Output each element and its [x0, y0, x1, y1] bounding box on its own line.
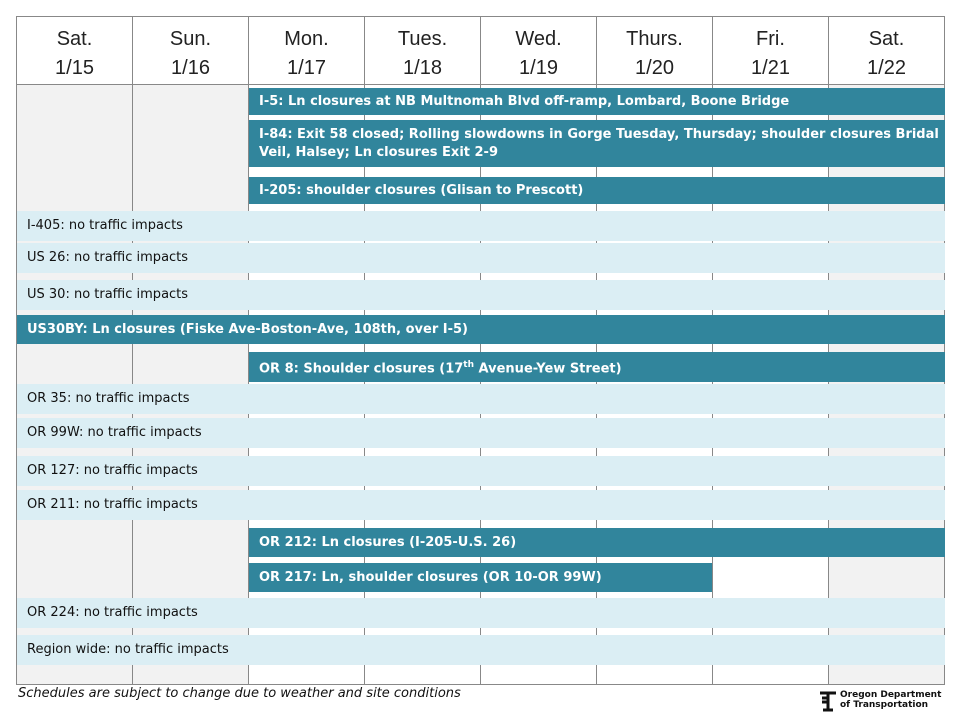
bar-label: OR 127: no traffic impacts: [27, 462, 198, 480]
bar-label: I-405: no traffic impacts: [27, 217, 183, 235]
bar-text: OR 212: Ln closures (I-205-U.S. 26): [259, 534, 517, 550]
schedule-bar: I-84: Exit 58 closed; Rolling slowdowns …: [249, 120, 945, 167]
schedule-bar: US 30: no traffic impacts: [17, 280, 945, 310]
schedule-bar: OR 211: no traffic impacts: [17, 490, 945, 520]
bar-text: OR 224: no traffic impacts: [27, 605, 198, 620]
bar-text: I-5: Ln closures at NB Multnomah Blvd of…: [259, 93, 790, 109]
day-name: Sat.: [56, 28, 93, 50]
bar-label: OR 99W: no traffic impacts: [27, 424, 202, 442]
bar-label: OR 8: Shoulder closures (17th Avenue-Yew…: [259, 356, 622, 378]
bar-text: Region wide: no traffic impacts: [27, 642, 229, 657]
day-header: Sat. 1/15: [16, 16, 133, 85]
schedule-bar: US 26: no traffic impacts: [17, 243, 945, 273]
schedule-bar: US30BY: Ln closures (Fiske Ave-Boston-Av…: [17, 315, 945, 344]
day-date: 1/18: [403, 57, 442, 79]
bar-label: OR 35: no traffic impacts: [27, 390, 190, 408]
day-date: 1/21: [751, 57, 790, 79]
day-name: Thurs.: [626, 28, 683, 50]
bar-label: I-5: Ln closures at NB Multnomah Blvd of…: [259, 93, 789, 111]
day-date: 1/19: [519, 57, 558, 79]
day-date: 1/20: [635, 57, 674, 79]
day-date: 1/17: [287, 57, 326, 79]
day-header: Thurs. 1/20: [596, 16, 713, 85]
bar-text: US30BY: Ln closures (Fiske Ave-Boston-Av…: [27, 321, 468, 337]
day-header: Mon. 1/17: [248, 16, 365, 85]
footer-note: Schedules are subject to change due to w…: [18, 686, 461, 701]
day-name: Fri.: [756, 28, 785, 50]
logo-icon: [820, 691, 836, 712]
bar-text: Avenue-Yew Street): [474, 361, 622, 377]
schedule-bar: OR 99W: no traffic impacts: [17, 418, 945, 448]
schedule-bar: OR 35: no traffic impacts: [17, 384, 945, 414]
bar-text: I-405: no traffic impacts: [27, 218, 183, 233]
schedule-bar: OR 8: Shoulder closures (17th Avenue-Yew…: [249, 352, 945, 382]
bar-label: Region wide: no traffic impacts: [27, 641, 229, 659]
day-date: 1/15: [55, 57, 94, 79]
bar-text: OR 127: no traffic impacts: [27, 463, 198, 478]
bar-label: OR 224: no traffic impacts: [27, 604, 198, 622]
day-header: Fri. 1/21: [712, 16, 829, 85]
odot-logo: Oregon Department of Transportation: [818, 690, 948, 714]
logo-text: Oregon Department: [840, 690, 942, 700]
bar-text: OR 99W: no traffic impacts: [27, 425, 202, 440]
bar-label: US 26: no traffic impacts: [27, 249, 188, 267]
bar-text: I-84: Exit 58 closed; Rolling slowdowns …: [259, 126, 939, 160]
bar-label: OR 217: Ln, shoulder closures (OR 10-OR …: [259, 569, 602, 587]
day-header: Wed. 1/19: [480, 16, 597, 85]
schedule-bar: OR 212: Ln closures (I-205-U.S. 26): [249, 528, 945, 557]
bar-label: OR 211: no traffic impacts: [27, 496, 198, 514]
bar-text: OR 217: Ln, shoulder closures (OR 10-OR …: [259, 569, 602, 585]
schedule-bar: OR 217: Ln, shoulder closures (OR 10-OR …: [249, 563, 712, 592]
bar-label: OR 212: Ln closures (I-205-U.S. 26): [259, 534, 516, 552]
bar-text: OR 8: Shoulder closures (17: [259, 361, 464, 377]
schedule-bar: OR 224: no traffic impacts: [17, 598, 945, 628]
day-date: 1/16: [171, 57, 210, 79]
schedule-bar: Region wide: no traffic impacts: [17, 635, 945, 665]
day-header: Sat. 1/22: [828, 16, 945, 85]
bar-label: US 30: no traffic impacts: [27, 286, 188, 304]
bar-label: I-84: Exit 58 closed; Rolling slowdowns …: [259, 126, 945, 162]
schedule-bar: I-5: Ln closures at NB Multnomah Blvd of…: [249, 88, 945, 115]
bar-label: US30BY: Ln closures (Fiske Ave-Boston-Av…: [27, 321, 468, 339]
schedule-bar: I-205: shoulder closures (Glisan to Pres…: [249, 177, 945, 204]
day-header: Sun. 1/16: [132, 16, 249, 85]
day-name: Wed.: [515, 28, 562, 50]
bar-text: US 30: no traffic impacts: [27, 287, 189, 302]
day-name: Mon.: [284, 28, 329, 50]
bar-label: I-205: shoulder closures (Glisan to Pres…: [259, 182, 583, 200]
day-name: Sat.: [868, 28, 905, 50]
bar-superscript: th: [463, 359, 475, 370]
logo-text: of Transportation: [840, 700, 929, 710]
day-date: 1/22: [867, 57, 906, 79]
bar-text: US 26: no traffic impacts: [27, 250, 189, 265]
bar-text: OR 35: no traffic impacts: [27, 391, 190, 406]
day-header: Tues. 1/18: [364, 16, 481, 85]
bar-text: I-205: shoulder closures (Glisan to Pres…: [259, 182, 584, 198]
bar-text: OR 211: no traffic impacts: [27, 497, 198, 512]
schedule-bar: OR 127: no traffic impacts: [17, 456, 945, 486]
day-name: Tues.: [397, 28, 448, 50]
schedule-bar: I-405: no traffic impacts: [17, 211, 945, 241]
day-name: Sun.: [169, 28, 212, 50]
